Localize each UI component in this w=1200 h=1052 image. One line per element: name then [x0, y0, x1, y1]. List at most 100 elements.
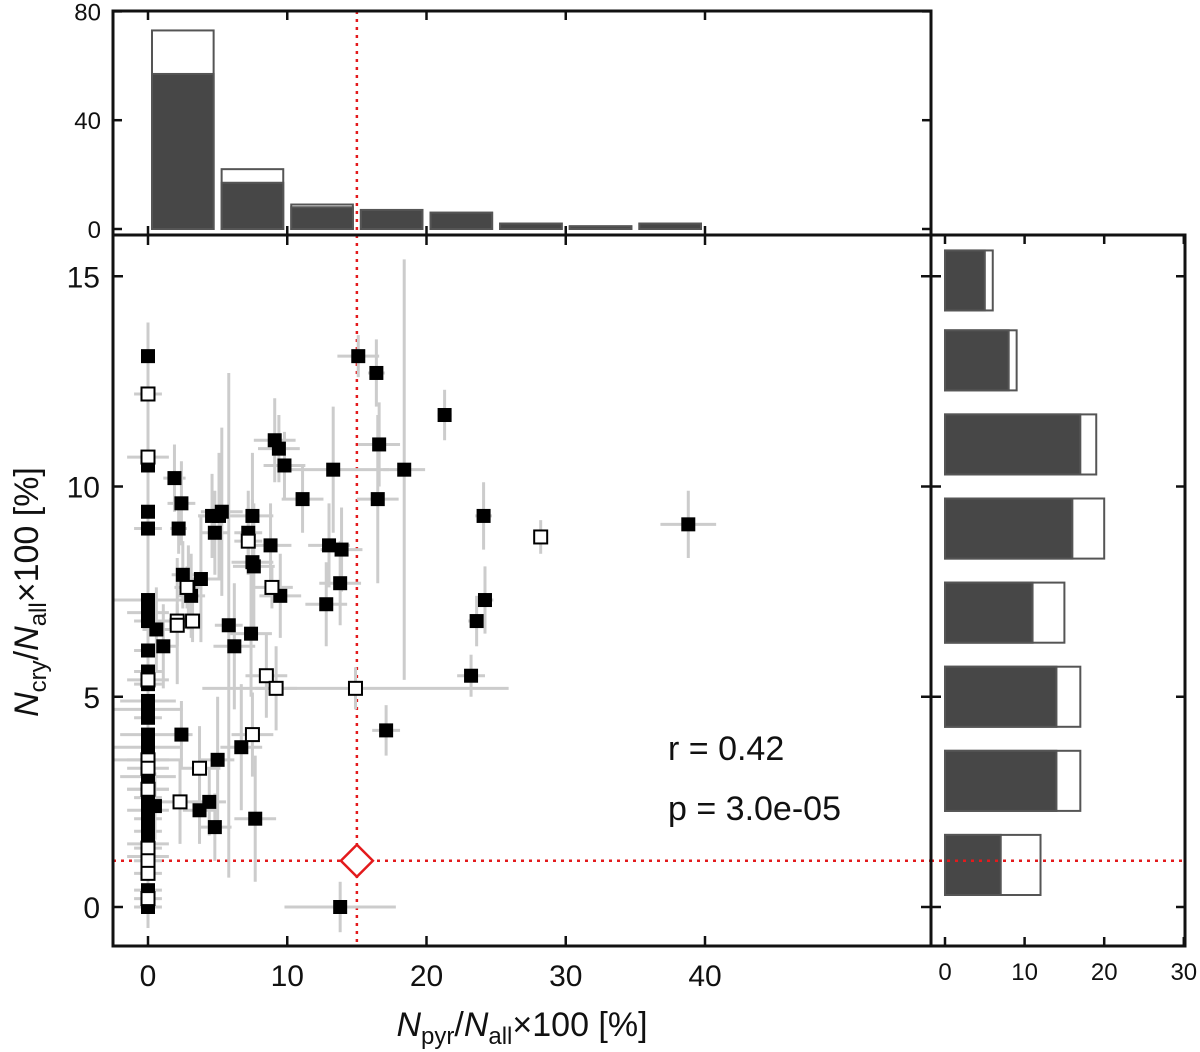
label-var-sub: cry [25, 660, 52, 692]
data-point-filled [175, 567, 190, 582]
data-point-filled [227, 639, 242, 654]
top-bar-filled [290, 206, 354, 231]
top-bar-filled [568, 225, 633, 230]
data-point-open [140, 449, 156, 465]
top-bar-filled [638, 222, 702, 230]
label-unit: [%] [598, 1006, 647, 1044]
data-point-open [347, 680, 363, 696]
y-tick-label: 15 [67, 261, 100, 294]
data-point-filled [141, 740, 155, 755]
y-tick-label: 10 [67, 472, 100, 505]
x-tick-label: 20 [410, 960, 443, 993]
top-histogram-bars [151, 29, 702, 231]
x-tick-label: 0 [140, 960, 157, 993]
data-point-filled [244, 626, 259, 641]
data-point-filled [333, 576, 348, 591]
label-slash: / [8, 650, 46, 660]
right-histogram-bars [944, 249, 1106, 897]
data-point-open [140, 760, 156, 776]
data-point-open [185, 613, 201, 629]
label-slash: / [454, 1006, 464, 1044]
data-point-filled [207, 820, 222, 835]
data-point-filled [464, 668, 479, 683]
data-point-filled [245, 508, 260, 523]
data-point-filled [369, 365, 384, 380]
right-bar-filled [944, 833, 1002, 897]
data-point-open [169, 617, 185, 633]
right-histogram-ticks: 0 10 20 30 [938, 235, 1197, 986]
data-point-filled [174, 496, 189, 511]
right-xtick-label: 10 [1011, 959, 1038, 986]
right-xtick-label: 30 [1170, 959, 1197, 986]
data-point-filled [221, 618, 236, 633]
data-point-filled [370, 492, 385, 507]
data-point-open [179, 579, 195, 595]
label-mult: ×100 [512, 1006, 598, 1044]
reference-diamond [339, 842, 375, 879]
data-point-filled [141, 811, 155, 826]
right-bar-filled [944, 749, 1058, 812]
data-point-open [268, 680, 284, 696]
label-den-sub: all [25, 602, 52, 626]
right-histogram: 0 10 20 30 [929, 233, 1197, 986]
data-point-open [140, 840, 156, 856]
top-ytick-label: 80 [74, 0, 101, 26]
top-bar-filled [359, 208, 424, 231]
reference-marker [339, 842, 375, 879]
data-point-open [140, 853, 156, 869]
x-axis-label: Npyr/Nall×100 [%] [396, 1006, 647, 1050]
top-histogram: 0 40 80 [74, 0, 933, 244]
right-bar-filled [944, 413, 1082, 476]
right-bar-filled [944, 249, 986, 312]
data-point-filled [477, 593, 492, 608]
data-point-filled [319, 597, 334, 612]
data-point-open [140, 672, 156, 688]
scatter-points [140, 349, 696, 914]
scatter-ticks: 0 10 20 30 40 0 5 10 15 [67, 235, 941, 993]
data-point-open [264, 579, 280, 595]
right-bar-filled [944, 581, 1034, 644]
right-xtick-label: 0 [938, 959, 951, 986]
data-point-filled [379, 723, 394, 738]
data-point-filled [372, 437, 387, 452]
x-tick-label: 10 [271, 960, 304, 993]
data-point-filled [167, 471, 182, 486]
data-point-filled [469, 614, 484, 629]
label-var-sub: pyr [421, 1023, 454, 1050]
top-bar-filled [429, 211, 494, 230]
data-point-filled [193, 572, 208, 587]
data-point-open [244, 727, 260, 743]
reference-lines [113, 235, 931, 946]
right-xtick-label: 20 [1091, 959, 1118, 986]
data-point-open [240, 533, 256, 549]
right-bar-filled [944, 665, 1058, 728]
data-point-filled [397, 462, 412, 477]
y-tick-label: 5 [83, 682, 100, 715]
right-bar-filled [944, 497, 1074, 560]
data-point-filled [334, 542, 349, 557]
data-point-filled [141, 643, 155, 658]
data-point-filled [207, 525, 222, 540]
top-bar-filled [151, 72, 215, 230]
data-point-filled [156, 639, 171, 654]
top-histogram-ticks: 0 40 80 [74, 0, 931, 244]
data-point-open [140, 781, 156, 797]
data-point-filled [246, 559, 261, 574]
data-point-open [140, 891, 156, 907]
data-point-filled [295, 492, 310, 507]
data-point-filled [141, 727, 155, 742]
y-tick-label: 0 [83, 892, 100, 925]
data-point-filled [271, 441, 286, 456]
data-point-filled [141, 349, 155, 364]
x-tick-label: 40 [688, 960, 721, 993]
data-point-filled [476, 508, 491, 523]
label-var: N [396, 1006, 421, 1044]
y-axis-label: Ncry/Nall×100 [%] [8, 467, 52, 717]
data-point-filled [277, 458, 292, 473]
top-ytick-label: 40 [74, 108, 101, 135]
data-point-filled [322, 538, 337, 553]
data-point-open [192, 760, 208, 776]
data-point-filled [333, 900, 348, 914]
label-den-sub: all [488, 1023, 512, 1050]
